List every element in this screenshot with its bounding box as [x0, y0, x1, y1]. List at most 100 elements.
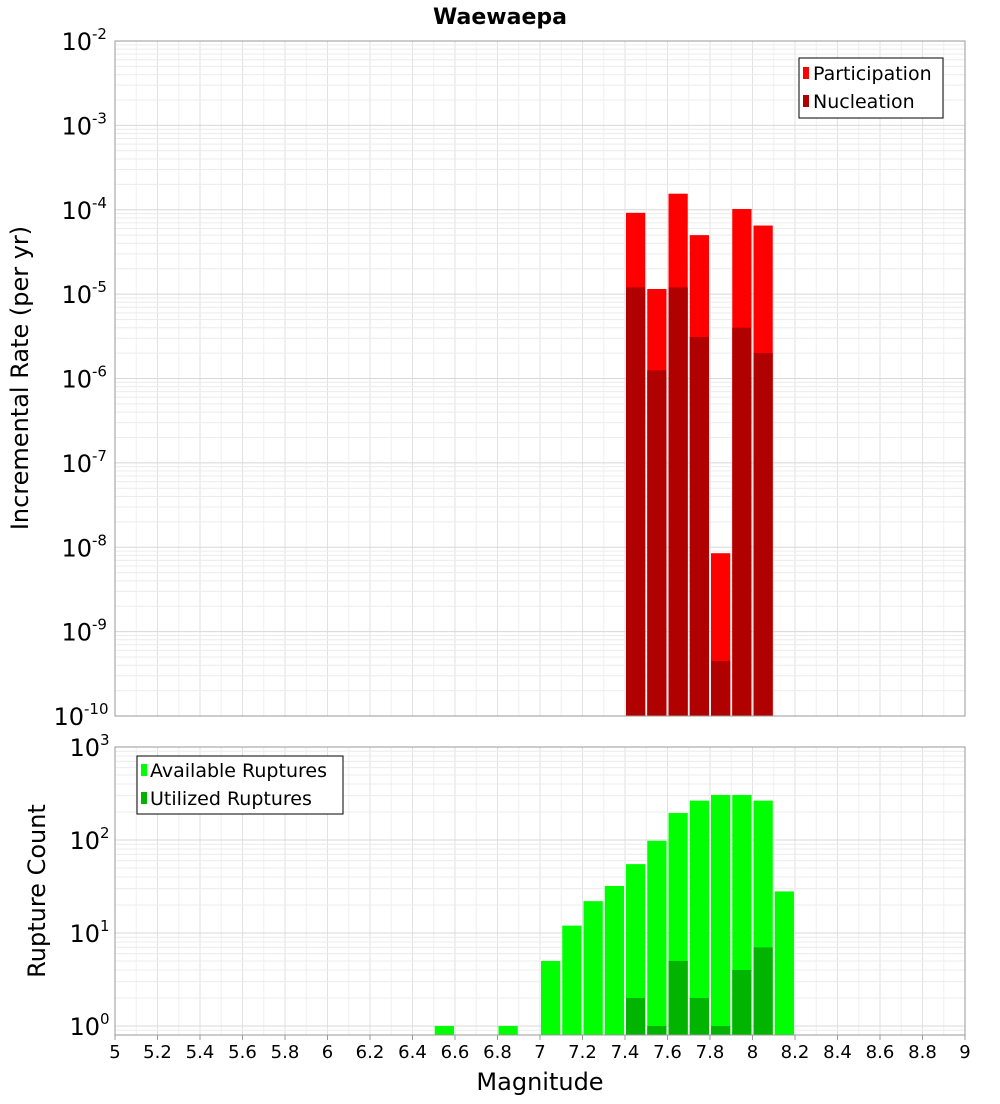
x-tick-label: 5.2 [143, 1042, 172, 1063]
x-tick-label: 7.2 [568, 1042, 597, 1063]
utilized-ruptures-bar [668, 960, 688, 1035]
rate-y-tick-exponent: -7 [92, 447, 107, 465]
rate-legend: Participation Nucleation [798, 57, 944, 119]
rate-y-tick-base: 10 [61, 450, 92, 478]
rate-y-tick-exponent: -10 [84, 700, 109, 718]
x-tick-label: 8.8 [908, 1042, 937, 1063]
nucleation-legend-swatch [803, 95, 809, 107]
rate-y-tick-base: 10 [61, 534, 92, 562]
available-ruptures-bar [541, 960, 561, 1035]
rate-plot-border [114, 40, 966, 717]
x-tick-label: 5.6 [228, 1042, 257, 1063]
utilized-ruptures-bar [626, 997, 646, 1035]
available-ruptures-bar [711, 794, 731, 1035]
count-y-tick-base: 10 [69, 734, 100, 762]
x-tick-label: 5 [109, 1042, 120, 1063]
rate-y-tick-base: 10 [53, 703, 84, 731]
available-ruptures-bar [498, 1025, 518, 1035]
x-tick-label: 5.4 [186, 1042, 215, 1063]
rate-y-ticks: 10-210-310-410-510-610-710-810-910-10 [53, 25, 108, 731]
utilized-ruptures-bar [647, 1025, 667, 1035]
utilized-legend-label: Utilized Ruptures [150, 788, 312, 810]
x-tick-label: 8.6 [866, 1042, 895, 1063]
available-legend-label: Available Ruptures [150, 760, 327, 782]
x-tick-label: 8.2 [781, 1042, 810, 1063]
rate-grid [114, 40, 966, 717]
x-tick-label: 6 [322, 1042, 333, 1063]
rate-y-axis-label: Incremental Rate (per yr) [6, 226, 34, 530]
available-ruptures-bar [647, 840, 667, 1035]
nucleation-bar [711, 660, 731, 716]
rate-y-tick-exponent: -9 [92, 616, 107, 634]
x-tick-label: 6.2 [356, 1042, 385, 1063]
x-tick-label: 6.4 [398, 1042, 427, 1063]
count-grid [114, 746, 966, 1036]
chart-title: Waewaepa [433, 5, 567, 30]
count-bars [434, 794, 794, 1035]
rate-y-tick-exponent: -3 [92, 109, 107, 127]
rate-legend-box [798, 57, 944, 119]
x-tick-label: 8 [747, 1042, 758, 1063]
x-tick-label: 9 [959, 1042, 970, 1063]
x-tick-label: 6.8 [483, 1042, 512, 1063]
nucleation-bar [626, 287, 646, 716]
count-legend: Available Ruptures Utilized Ruptures [136, 755, 344, 815]
utilized-ruptures-bar [753, 947, 773, 1035]
rate-y-tick-exponent: -2 [92, 25, 107, 43]
rate-y-tick-exponent: -6 [92, 363, 107, 381]
count-y-tick-exponent: 1 [100, 917, 110, 935]
available-legend-swatch [141, 764, 147, 776]
rate-y-tick-base: 10 [61, 281, 92, 309]
available-ruptures-bar [774, 891, 794, 1035]
count-y-tick-exponent: 3 [100, 731, 110, 749]
x-tick-label: 5.8 [271, 1042, 300, 1063]
rate-y-tick-base: 10 [61, 28, 92, 56]
utilized-legend-swatch [141, 792, 147, 804]
rate-panel: 10-210-310-410-510-610-710-810-910-10 In… [6, 25, 966, 731]
nucleation-bar [732, 327, 752, 716]
rate-y-tick-base: 10 [61, 366, 92, 394]
rate-bars [626, 193, 773, 716]
x-tick-label: 7 [534, 1042, 545, 1063]
count-y-tick-exponent: 2 [100, 824, 110, 842]
count-y-tick-exponent: 0 [100, 1010, 110, 1028]
available-ruptures-bar [434, 1025, 454, 1035]
x-axis-label: Magnitude [476, 1068, 603, 1096]
available-ruptures-bar [689, 800, 709, 1035]
x-tick-labels: 5 5.2 5.4 5.6 5.8 6 6.2 6.4 6.6 6.8 7 7.2 7.4 7.6 7.8 8… [109, 1035, 971, 1063]
rate-y-tick-base: 10 [61, 197, 92, 225]
rate-y-tick-exponent: -8 [92, 531, 107, 549]
nucleation-bar [647, 370, 667, 716]
count-y-tick-base: 10 [69, 920, 100, 948]
count-y-tick-base: 10 [69, 827, 100, 855]
x-tick-label: 8.4 [823, 1042, 852, 1063]
nucleation-bar [668, 287, 688, 716]
count-legend-box [136, 755, 344, 815]
rate-y-tick-exponent: -5 [92, 278, 107, 296]
nucleation-legend-label: Nucleation [813, 91, 915, 113]
count-y-axis-label: Rupture Count [23, 804, 51, 978]
rate-y-tick-base: 10 [61, 619, 92, 647]
rate-y-tick-base: 10 [61, 112, 92, 140]
available-ruptures-bar [626, 864, 646, 1035]
x-tick-label: 7.6 [653, 1042, 682, 1063]
nucleation-bar [689, 337, 709, 716]
x-tick-label: 7.4 [611, 1042, 640, 1063]
rate-y-tick-exponent: -4 [92, 194, 107, 212]
participation-legend-label: Participation [813, 63, 932, 85]
x-tick-label: 6.6 [441, 1042, 470, 1063]
available-ruptures-bar [583, 901, 603, 1035]
utilized-ruptures-bar [689, 997, 709, 1035]
x-tick-label: 7.8 [696, 1042, 725, 1063]
count-y-tick-base: 10 [69, 1013, 100, 1041]
utilized-ruptures-bar [732, 969, 752, 1035]
utilized-ruptures-bar [711, 1025, 731, 1035]
participation-legend-swatch [803, 67, 809, 79]
available-ruptures-bar [562, 925, 582, 1035]
available-ruptures-bar [604, 886, 624, 1035]
nucleation-bar [753, 353, 773, 716]
